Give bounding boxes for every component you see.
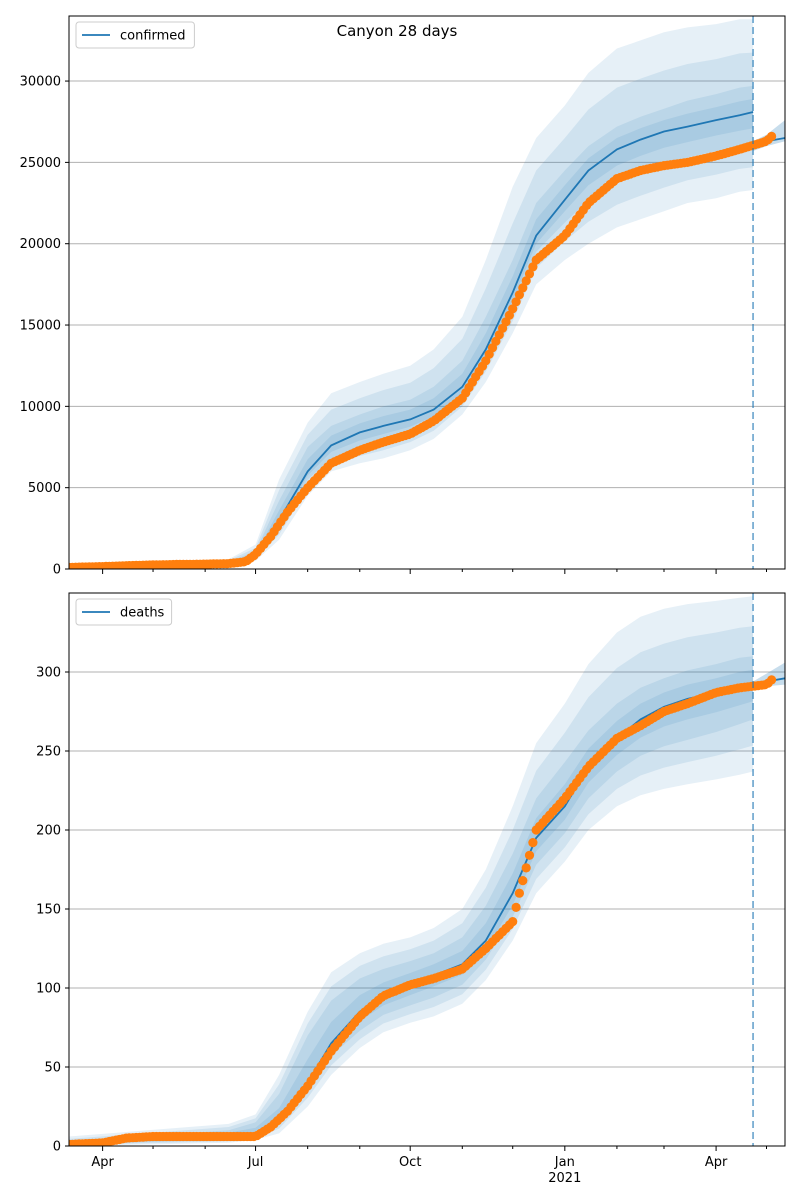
- ytick-label: 200: [36, 824, 61, 839]
- xtick-label: Apr: [91, 1155, 114, 1170]
- band-mid: [69, 52, 754, 569]
- band-inner: [69, 85, 754, 569]
- ytick-label: 0: [53, 1140, 61, 1155]
- xtick-label: Apr: [705, 1155, 728, 1170]
- ytick-label: 300: [36, 666, 61, 681]
- ytick-label: 5000: [28, 481, 61, 496]
- plot-area: [69, 596, 785, 1146]
- axes-frame: [68, 15, 786, 570]
- band-outer: [69, 19, 754, 569]
- data-point: [508, 304, 518, 314]
- ytick-label: 30000: [20, 75, 61, 90]
- axes-frame: [68, 592, 786, 1147]
- data-point: [511, 297, 521, 307]
- xtick-year-label: 2021: [548, 1171, 581, 1186]
- ytick-label: 0: [53, 563, 61, 578]
- legend-label: deaths: [120, 606, 165, 621]
- band-core: [69, 669, 754, 1144]
- ytick-label: 25000: [20, 156, 61, 171]
- data-point: [511, 902, 521, 913]
- legend: confirmed: [75, 21, 195, 49]
- data-point: [767, 131, 777, 141]
- deaths-chart: 0 50 100 150 200 250 300 Apr Jul Oct Jan Apr 2021 dea…: [36, 592, 786, 1186]
- xtick-label: Oct: [399, 1155, 421, 1170]
- ytick-label: 20000: [20, 237, 61, 252]
- data-point: [528, 262, 538, 272]
- data-point: [767, 675, 777, 685]
- data-point: [521, 276, 531, 286]
- legend-box: [75, 598, 173, 626]
- observed-points: [69, 131, 777, 569]
- ytick-label: 10000: [20, 400, 61, 415]
- data-point: [518, 283, 528, 293]
- data-point: [528, 838, 538, 848]
- data-point: [514, 888, 525, 898]
- ytick-label: 15000: [20, 319, 61, 334]
- legend-box: [75, 21, 195, 49]
- ytick-label: 100: [36, 982, 61, 997]
- data-point: [521, 863, 531, 873]
- xtick-label: Jan: [554, 1155, 575, 1170]
- data-point: [514, 290, 525, 300]
- legend-label: confirmed: [120, 29, 186, 44]
- figure-title: Canyon 28 days: [337, 22, 458, 40]
- data-point: [508, 917, 518, 927]
- confirmed-chart: 0 5000 10000 15000 20000 25000 30000 confirmed: [20, 15, 786, 578]
- data-point: [524, 269, 535, 279]
- ytick-label: 150: [36, 903, 61, 918]
- ytick-label: 50: [44, 1061, 61, 1076]
- legend: deaths: [75, 598, 173, 626]
- data-point: [524, 850, 535, 860]
- band-mid: [69, 626, 754, 1146]
- band-outer: [69, 596, 754, 1146]
- data-point: [518, 876, 528, 886]
- plot-area: [69, 19, 785, 569]
- observed-points: [69, 675, 777, 1146]
- xtick-label: Jul: [247, 1155, 264, 1170]
- ytick-label: 250: [36, 745, 61, 760]
